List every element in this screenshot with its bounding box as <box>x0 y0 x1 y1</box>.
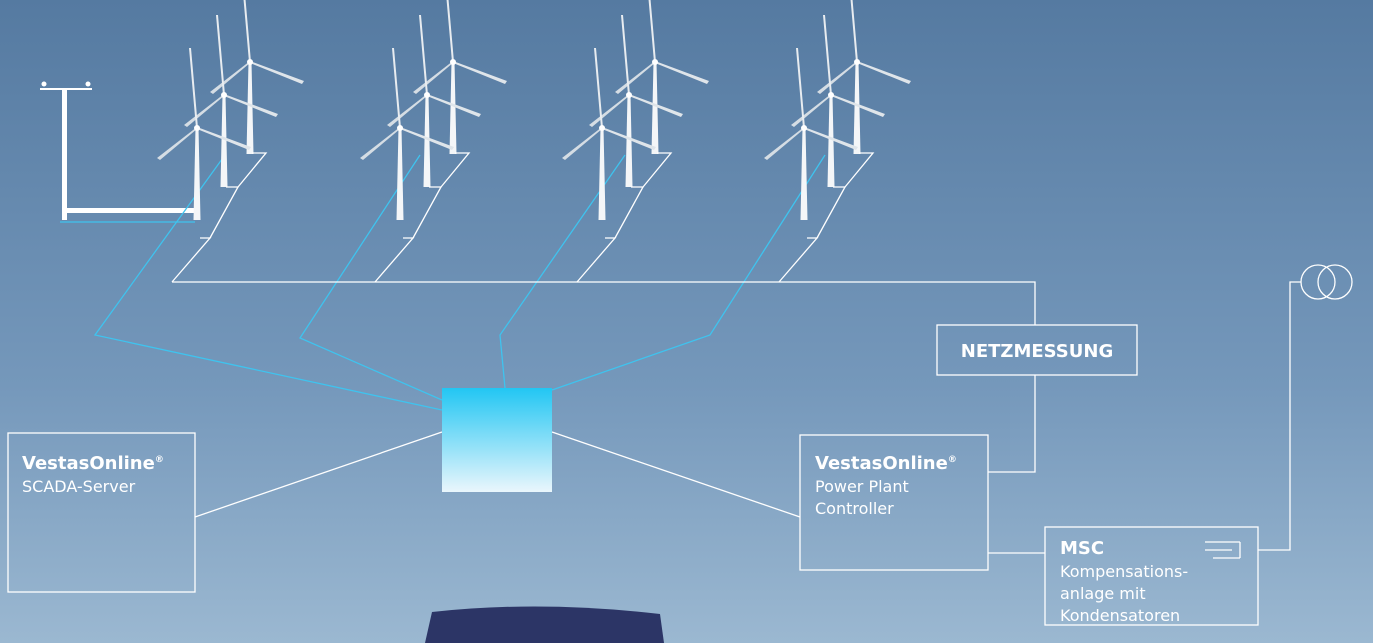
meteo-mast <box>40 81 195 220</box>
msc-line: Kompensations- <box>1060 562 1188 581</box>
msc-title: MSC <box>1060 538 1104 559</box>
netz-label: NETZMESSUNG <box>961 341 1113 362</box>
msc-line: anlage mit <box>1060 584 1146 603</box>
network-switch <box>442 388 552 492</box>
reg-mark: ® <box>948 455 957 465</box>
scada-subtitle: SCADA-Server <box>22 477 136 496</box>
ppc-line: Controller <box>815 499 894 518</box>
scada-box <box>7 432 196 593</box>
comm-lines <box>93 154 826 411</box>
netz-box <box>936 324 1138 376</box>
scada-title: VestasOnline® <box>22 453 164 474</box>
reg-mark: ® <box>155 455 164 465</box>
title: VestasOnline <box>22 453 155 474</box>
capacitor-icon <box>1205 541 1241 559</box>
ppc-box <box>799 434 989 571</box>
msc-box <box>1044 526 1259 626</box>
ppc-line: Power Plant <box>815 477 909 496</box>
power-lines <box>171 152 1353 554</box>
solar-panel <box>425 606 664 643</box>
ppc-title: VestasOnline® <box>815 453 957 474</box>
title: VestasOnline <box>815 453 948 474</box>
msc-line: Kondensatoren <box>1060 606 1180 625</box>
